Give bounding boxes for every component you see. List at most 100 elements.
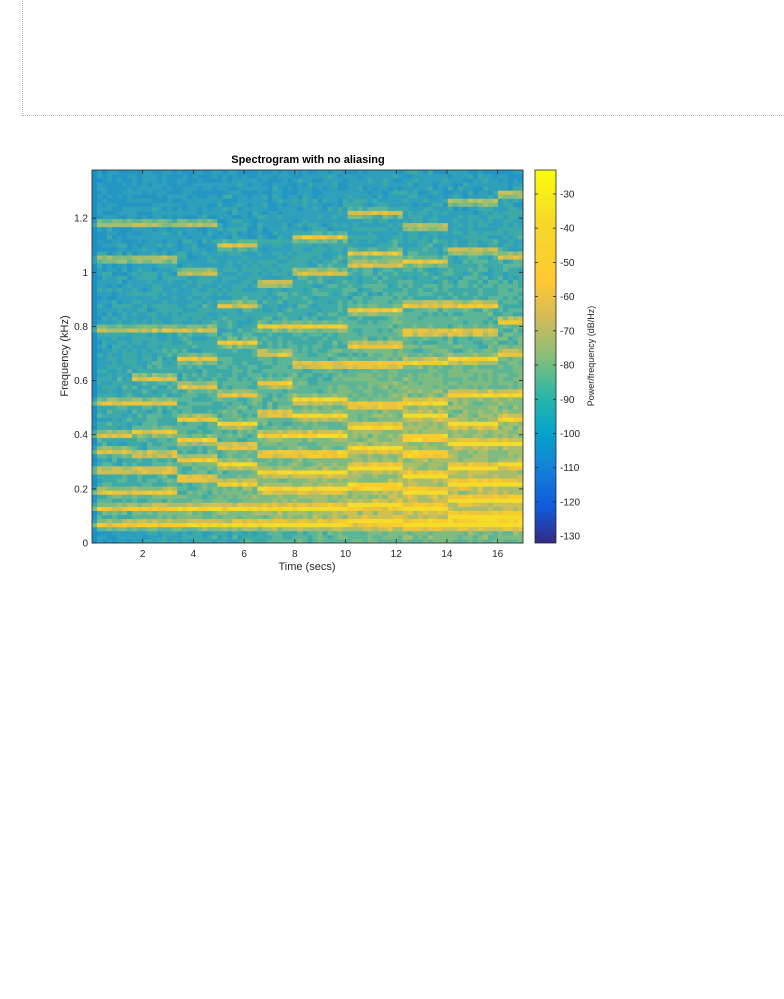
heatmap-cell [117, 538, 123, 544]
heatmap-cell [127, 474, 133, 479]
heatmap-cell [152, 259, 158, 264]
heatmap-cell [97, 530, 103, 536]
heatmap-cell [282, 429, 288, 434]
heatmap-cell [162, 279, 168, 284]
heatmap-cell [322, 174, 328, 179]
heatmap-cell [167, 336, 173, 341]
heatmap-cell [342, 340, 348, 345]
heatmap-cell [152, 502, 158, 507]
heatmap-cell [302, 437, 308, 443]
heatmap-cell [337, 461, 343, 467]
heatmap-cell [122, 210, 128, 215]
heatmap-cell [192, 506, 198, 511]
heatmap-cell [117, 299, 123, 305]
heatmap-cell [237, 303, 243, 309]
heatmap-cell [312, 324, 318, 329]
heatmap-cell [272, 470, 278, 475]
heatmap-cell [117, 242, 123, 248]
heatmap-cell [177, 328, 183, 333]
heatmap-cell [152, 409, 158, 414]
heatmap-cell [132, 421, 138, 426]
heatmap-cell [282, 315, 288, 321]
heatmap-cell [342, 259, 348, 264]
heatmap-cell [307, 522, 313, 528]
heatmap-cell [297, 336, 303, 341]
heatmap-cell [102, 251, 108, 256]
heatmap-cell [262, 437, 268, 443]
heatmap-cell [357, 380, 364, 386]
heatmap-cell [97, 364, 103, 370]
heatmap-cell [342, 186, 348, 191]
heatmap-cell [312, 486, 318, 491]
heatmap-cell [202, 437, 208, 443]
heatmap-cell [202, 530, 208, 536]
heatmap-cell [112, 397, 118, 402]
heatmap-cell [287, 401, 293, 406]
heatmap-cell [142, 255, 148, 260]
heatmap-cell [257, 506, 263, 511]
heatmap-cell [267, 238, 273, 244]
heatmap-cell [182, 186, 188, 191]
heatmap-cell [282, 340, 288, 345]
heatmap-cell [212, 267, 218, 272]
heatmap-cell [242, 206, 248, 211]
heatmap-cell [317, 259, 323, 264]
heatmap-cell [312, 336, 318, 341]
heatmap-cell [347, 470, 353, 475]
heatmap-cell [272, 461, 278, 467]
heatmap-cell [207, 384, 213, 390]
heatmap-cell [167, 178, 173, 183]
heatmap-cell [302, 247, 308, 252]
heatmap-cell [292, 368, 298, 374]
heatmap-cell [307, 397, 313, 402]
heatmap-cell [187, 320, 193, 325]
heatmap-cell [142, 437, 148, 443]
heatmap-cell [112, 457, 118, 463]
heatmap-cell [257, 247, 263, 252]
heatmap-cell [112, 311, 118, 317]
heatmap-cell [207, 263, 213, 268]
heatmap-cell [172, 210, 178, 215]
heatmap-cell [247, 287, 253, 293]
heatmap-cell [117, 271, 123, 276]
heatmap-cell [252, 470, 258, 475]
heatmap-cell [272, 291, 278, 297]
heatmap-cell [277, 287, 283, 293]
heatmap-cell [247, 174, 253, 179]
heatmap-cell [217, 283, 223, 288]
heatmap-cell [112, 348, 118, 353]
heatmap-cell [172, 437, 178, 443]
heatmap-cell [92, 534, 98, 540]
heatmap-cell [237, 263, 243, 268]
heatmap-cell [287, 518, 293, 524]
heatmap-cell [152, 384, 158, 390]
heatmap-cell [357, 510, 364, 516]
heatmap-cell [132, 437, 138, 443]
heatmap-cell [277, 218, 283, 224]
heatmap-cell [322, 275, 328, 280]
heatmap-cell [137, 360, 143, 365]
heatmap-cell [227, 328, 233, 333]
heatmap-cell [212, 433, 218, 438]
heatmap-cell [122, 336, 128, 341]
heatmap-cell [207, 526, 213, 532]
heatmap-cell [147, 376, 153, 382]
heatmap-cell [297, 230, 303, 236]
heatmap-cell [157, 198, 163, 203]
heatmap-cell [257, 279, 263, 284]
heatmap-cell [312, 392, 318, 398]
heatmap-cell [222, 392, 228, 398]
heatmap-cell [207, 324, 213, 329]
heatmap-cell [147, 242, 153, 248]
heatmap-cell [132, 263, 138, 268]
heatmap-cell [227, 234, 233, 240]
heatmap-cell [272, 186, 278, 191]
heatmap-cell [177, 182, 183, 187]
heatmap-cell [212, 234, 218, 240]
heatmap-cell [102, 178, 108, 183]
heatmap-cell [162, 364, 168, 370]
heatmap-cell [132, 226, 138, 232]
heatmap-cell [147, 344, 153, 349]
heatmap-cell [207, 336, 213, 341]
heatmap-cell [347, 514, 353, 520]
